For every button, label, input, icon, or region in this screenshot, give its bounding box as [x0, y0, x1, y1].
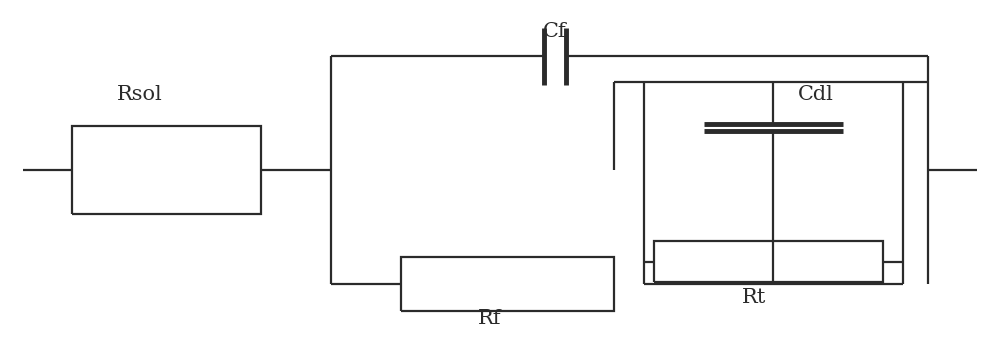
- Text: Cdl: Cdl: [798, 85, 834, 104]
- Text: Rt: Rt: [741, 288, 766, 307]
- Text: Rf: Rf: [478, 309, 502, 328]
- Text: Cf: Cf: [543, 22, 567, 41]
- Text: Rsol: Rsol: [117, 85, 163, 104]
